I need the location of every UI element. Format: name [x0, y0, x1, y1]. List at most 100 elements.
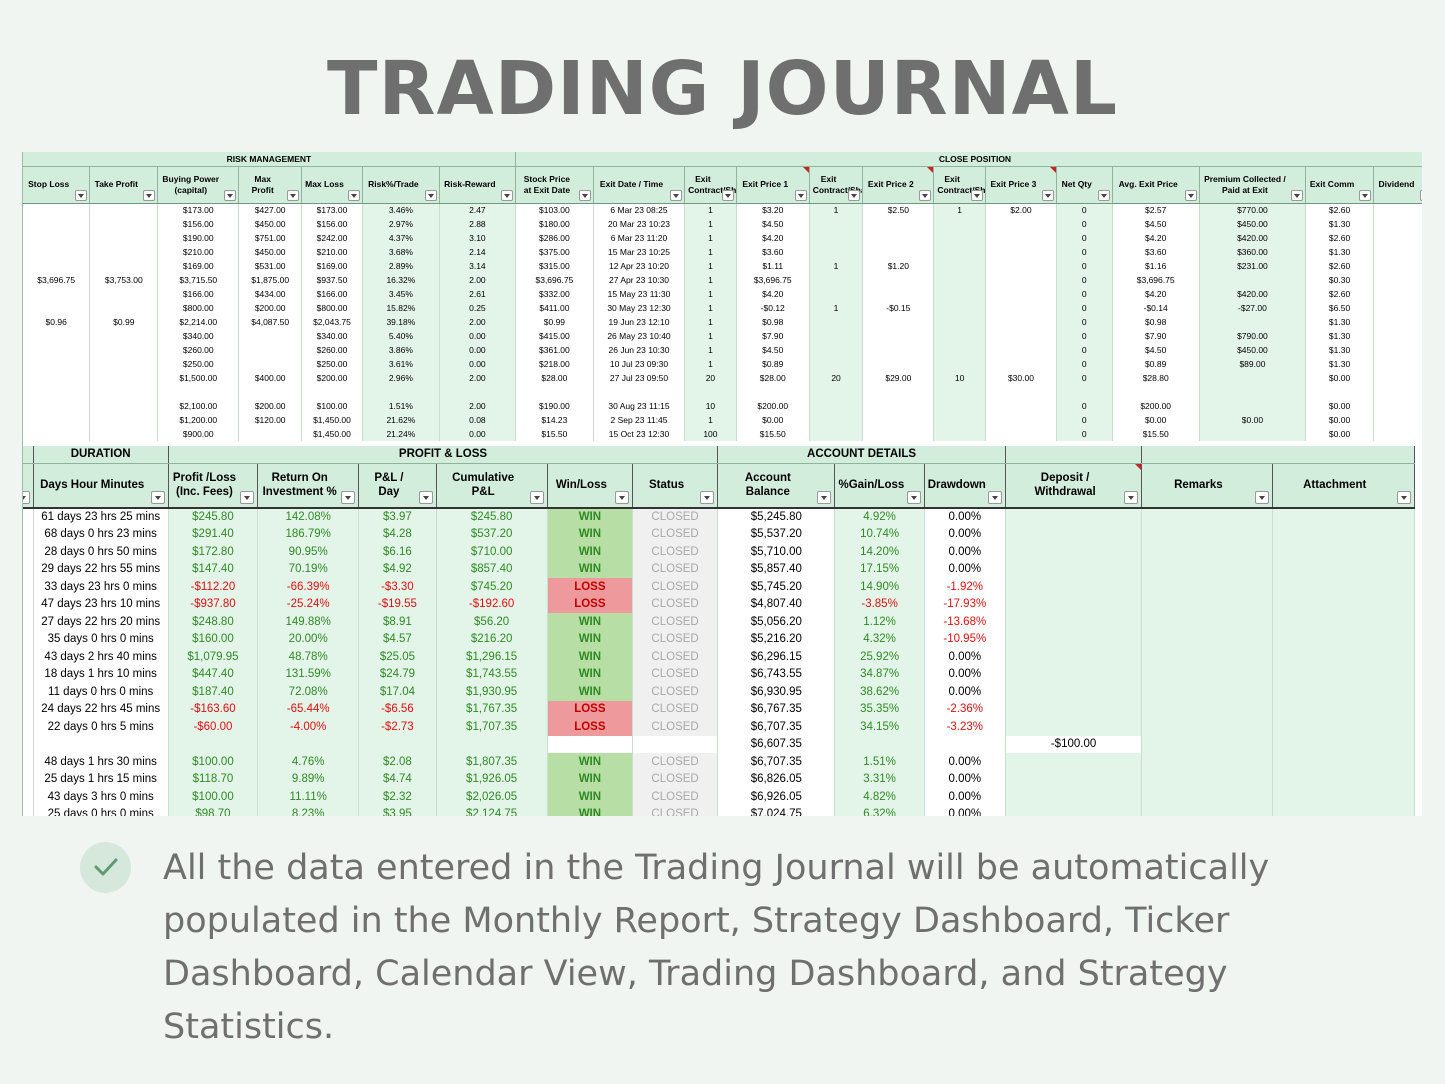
cell[interactable]	[862, 287, 935, 301]
cell[interactable]: $120.00	[238, 413, 303, 427]
status-badge[interactable]: CLOSED	[632, 648, 719, 666]
cell[interactable]: -$60.00	[168, 718, 259, 736]
cell[interactable]: $166.00	[157, 287, 240, 301]
cell[interactable]: $4.50	[736, 343, 810, 357]
cell[interactable]: 14.90%	[834, 578, 925, 596]
cell[interactable]: $17.04	[358, 683, 437, 701]
cell[interactable]	[933, 357, 986, 371]
cell[interactable]	[1272, 613, 1416, 631]
cell[interactable]	[1056, 385, 1113, 399]
cell[interactable]: 2.61	[439, 287, 516, 301]
cell[interactable]: $4.50	[736, 217, 810, 231]
cell[interactable]: $0.00	[1199, 413, 1307, 427]
cell[interactable]: -$100.00	[1005, 735, 1143, 753]
cell[interactable]	[809, 245, 864, 259]
cell[interactable]: $0.98	[1112, 315, 1200, 329]
cell[interactable]: $56.20	[436, 613, 548, 631]
cell[interactable]: 1	[809, 301, 864, 315]
status-badge[interactable]: CLOSED	[632, 578, 719, 596]
cell[interactable]: $8.91	[358, 613, 437, 631]
cell[interactable]: $0.00	[1305, 399, 1374, 413]
cell[interactable]	[515, 385, 594, 399]
cell[interactable]	[593, 385, 686, 399]
cell[interactable]: $7.90	[736, 329, 810, 343]
cell[interactable]: $751.00	[238, 231, 303, 245]
cell[interactable]	[985, 427, 1057, 441]
cell[interactable]: $2.60	[1305, 231, 1374, 245]
win-loss-badge[interactable]: WIN	[547, 613, 633, 631]
cell[interactable]: 20 Mar 23 10:23	[593, 217, 686, 231]
filter-dropdown-icon[interactable]	[424, 189, 437, 201]
cell[interactable]: $6.50	[1305, 301, 1374, 315]
cell[interactable]: $857.40	[436, 560, 548, 578]
cell[interactable]	[1373, 259, 1422, 273]
cell[interactable]	[1373, 245, 1422, 259]
cell[interactable]: $147.40	[168, 560, 259, 578]
cell[interactable]: $6,767.35	[717, 700, 836, 718]
cell[interactable]: $0.89	[1112, 357, 1200, 371]
cell[interactable]	[1373, 371, 1422, 385]
cell[interactable]	[23, 287, 91, 301]
cell[interactable]: $3.60	[1112, 245, 1200, 259]
cell[interactable]: $900.00	[157, 427, 240, 441]
cell[interactable]: 15.82%	[362, 301, 440, 315]
cell[interactable]: 0.00%	[924, 805, 1006, 816]
cell[interactable]: 3.61%	[362, 357, 440, 371]
cell[interactable]: 3.68%	[362, 245, 440, 259]
cell[interactable]: $1,079.95	[168, 648, 259, 666]
cell[interactable]: 34.15%	[834, 718, 925, 736]
cell[interactable]: $5,710.00	[717, 543, 836, 561]
cell[interactable]: 0.25	[439, 301, 516, 315]
cell[interactable]	[23, 385, 91, 399]
cell[interactable]: $400.00	[238, 371, 303, 385]
cell[interactable]: 14.20%	[834, 543, 925, 561]
win-loss-badge[interactable]: WIN	[547, 648, 633, 666]
cell[interactable]: $4.50	[1112, 343, 1200, 357]
status-badge[interactable]: CLOSED	[632, 770, 719, 788]
cell[interactable]: $250.00	[301, 357, 363, 371]
cell[interactable]: $340.00	[157, 329, 240, 343]
cell[interactable]: 149.88%	[257, 613, 360, 631]
cell[interactable]: $3,715.50	[157, 273, 240, 287]
cell[interactable]	[1272, 508, 1416, 526]
cell[interactable]: $4.28	[358, 525, 437, 543]
cell[interactable]: $447.40	[168, 665, 259, 683]
cell[interactable]	[809, 413, 864, 427]
cell[interactable]	[1005, 508, 1143, 526]
cell[interactable]: 20	[684, 371, 737, 385]
cell[interactable]: $800.00	[301, 301, 363, 315]
cell[interactable]: $0.00	[1305, 413, 1374, 427]
cell[interactable]: $15.50	[1112, 427, 1200, 441]
cell[interactable]: 0.00%	[924, 788, 1006, 806]
filter-dropdown-icon[interactable]	[341, 491, 356, 504]
cell[interactable]: 70.19%	[257, 560, 360, 578]
cell[interactable]: 142.08%	[257, 508, 360, 526]
cell[interactable]: 2.96%	[362, 371, 440, 385]
cell[interactable]: 15 Oct 23 12:30	[593, 427, 686, 441]
cell[interactable]	[985, 385, 1057, 399]
cell[interactable]: 1	[684, 315, 737, 329]
cell[interactable]: 1	[684, 217, 737, 231]
cell[interactable]: $166.00	[301, 287, 363, 301]
cell[interactable]: $245.80	[436, 508, 548, 526]
cell[interactable]	[684, 385, 737, 399]
cell[interactable]: 17.15%	[834, 560, 925, 578]
cell[interactable]	[1373, 385, 1422, 399]
cell[interactable]: $2.00	[985, 203, 1057, 217]
cell[interactable]: -$0.14	[1112, 301, 1200, 315]
cell[interactable]: 27 Apr 23 10:30	[593, 273, 686, 287]
cell[interactable]: 39.18%	[362, 315, 440, 329]
cell[interactable]	[1373, 413, 1422, 427]
cell[interactable]: $6,926.05	[717, 788, 836, 806]
filter-dropdown-icon[interactable]	[1254, 491, 1269, 504]
cell[interactable]	[933, 273, 986, 287]
cell[interactable]: 3.10	[439, 231, 516, 245]
cell[interactable]: $216.20	[436, 630, 548, 648]
cell[interactable]	[23, 343, 91, 357]
filter-dropdown-icon[interactable]	[700, 491, 715, 504]
cell[interactable]	[1141, 648, 1273, 666]
cell[interactable]: $1,926.05	[436, 770, 548, 788]
cell[interactable]	[1272, 595, 1416, 613]
cell[interactable]: -2.36%	[924, 700, 1006, 718]
cell[interactable]: $7.90	[1112, 329, 1200, 343]
